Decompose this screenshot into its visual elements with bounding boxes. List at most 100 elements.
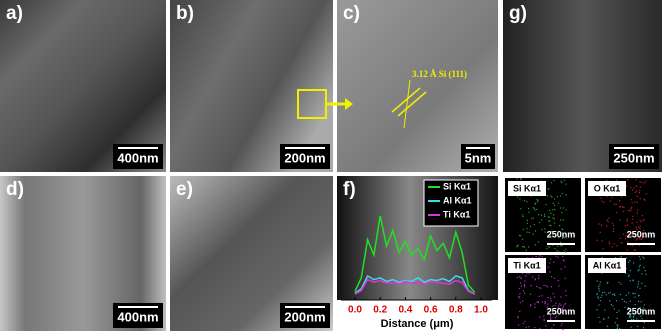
map-dot — [630, 316, 631, 317]
map-dot — [603, 248, 604, 249]
map-dot — [544, 231, 545, 232]
map-dot — [600, 297, 601, 298]
x-tick-label: 0.2 — [373, 305, 387, 316]
map-dot — [614, 293, 615, 294]
map-dot — [543, 319, 544, 320]
map-dot — [564, 266, 565, 267]
scale-bar-label: 5nm — [465, 150, 492, 165]
map-dot — [563, 259, 564, 260]
map-dot — [563, 219, 564, 220]
panel-label: a) — [6, 3, 23, 24]
scale-bar-label: 250nm — [627, 306, 656, 316]
map-dot — [609, 243, 610, 244]
map-dot — [598, 286, 599, 287]
map-dot — [550, 213, 551, 214]
map-dot — [640, 259, 641, 260]
map-dot — [547, 304, 548, 305]
map-dot — [522, 214, 523, 215]
map-dot — [555, 317, 556, 318]
map-dot — [534, 307, 535, 308]
map-dot — [549, 217, 550, 218]
map-dot — [641, 318, 642, 319]
scale-bar-label: 400nm — [117, 309, 158, 324]
map-dot — [549, 225, 550, 226]
map-dot — [637, 326, 638, 327]
map-dot — [638, 281, 639, 282]
map-dot — [604, 310, 605, 311]
map-dot — [628, 292, 629, 293]
map-dot — [601, 225, 602, 226]
map-dot — [541, 295, 542, 296]
map-dot — [612, 305, 613, 306]
map-dot — [534, 303, 535, 304]
map-dot — [520, 282, 521, 283]
map-dot — [639, 288, 640, 289]
map-dot — [553, 180, 554, 181]
map-dot — [551, 182, 552, 183]
map-dot — [645, 286, 646, 287]
map-dot — [548, 216, 549, 217]
x-tick-label: 0.0 — [348, 305, 362, 316]
map-dot — [557, 246, 558, 247]
map-dot — [565, 184, 566, 185]
map-dot — [626, 221, 627, 222]
map-dot — [530, 294, 531, 295]
map-dot — [519, 276, 520, 277]
map-dot — [527, 220, 528, 221]
map-dot — [635, 192, 636, 193]
map-dot — [617, 328, 618, 329]
map-dot — [638, 227, 639, 228]
map-dot — [627, 179, 628, 180]
map-dot — [541, 256, 542, 257]
map-dot — [551, 276, 552, 277]
map-dot — [558, 280, 559, 281]
scale-bar-label: 250nm — [627, 229, 656, 239]
map-dot — [597, 296, 598, 297]
scale-bar-label: 250nm — [547, 306, 576, 316]
map-dot — [551, 300, 552, 301]
map-dot — [637, 202, 638, 203]
map-dot — [562, 323, 563, 324]
map-dot — [554, 222, 555, 223]
map-dot — [551, 328, 552, 329]
map-dot — [532, 276, 533, 277]
map-dot — [538, 257, 539, 258]
map-dot — [644, 182, 645, 183]
map-dot — [552, 209, 553, 210]
map-dot — [632, 223, 633, 224]
map-dot — [617, 325, 618, 326]
map-dot — [625, 273, 626, 274]
map-dot — [600, 197, 601, 198]
map-dot — [639, 266, 640, 267]
map-dot — [608, 218, 609, 219]
map-dot — [561, 182, 562, 183]
map-dot — [603, 318, 604, 319]
map-dot — [547, 195, 548, 196]
map-dot — [517, 178, 518, 179]
map-dot — [539, 317, 540, 318]
map-dot — [544, 214, 545, 215]
map-dot — [609, 241, 610, 242]
map-dot — [531, 218, 532, 219]
map-dot — [620, 294, 621, 295]
map-dot — [641, 273, 642, 274]
map-dot — [628, 276, 629, 277]
map-dot — [541, 229, 542, 230]
map-dot — [536, 199, 537, 200]
map-dot — [613, 231, 614, 232]
map-dot — [520, 235, 521, 236]
map-dot — [522, 301, 523, 302]
map-dot — [555, 303, 556, 304]
map-dot — [634, 250, 635, 251]
map-dot — [521, 285, 522, 286]
map-dot — [596, 240, 597, 241]
map-dot — [565, 252, 566, 253]
map-dot — [612, 294, 613, 295]
map-dot — [622, 299, 623, 300]
map-dot — [562, 256, 563, 257]
map-dot — [635, 293, 636, 294]
map-dot — [617, 326, 618, 327]
map-dot — [530, 226, 531, 227]
map-dot — [561, 181, 562, 182]
map-dot — [637, 286, 638, 287]
